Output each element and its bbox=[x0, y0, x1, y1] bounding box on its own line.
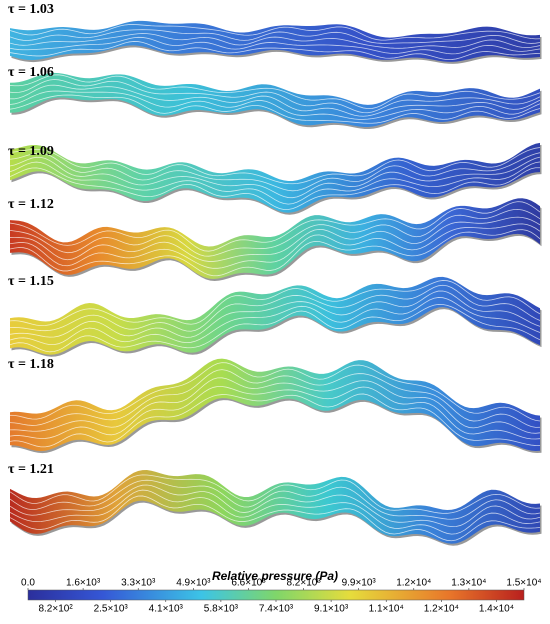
streamline bbox=[9, 223, 541, 269]
colorbar-top-label: 1.5×10⁴ bbox=[506, 578, 541, 589]
colorbar bbox=[27, 589, 525, 601]
streamline bbox=[9, 208, 541, 257]
channel bbox=[10, 72, 540, 128]
colorbar-bottom-label: 7.4×10³ bbox=[259, 604, 294, 615]
streamline bbox=[9, 284, 541, 332]
channel bbox=[10, 276, 540, 355]
streamline bbox=[9, 495, 541, 542]
streamline bbox=[9, 147, 541, 185]
channel bbox=[10, 470, 540, 544]
streamline bbox=[9, 489, 541, 535]
colorbar-title: Relative pressure (Pa) bbox=[212, 569, 338, 583]
streamline bbox=[9, 79, 541, 114]
streamline bbox=[9, 297, 541, 346]
streamline bbox=[9, 156, 541, 199]
channel bbox=[10, 142, 540, 213]
streamline bbox=[9, 41, 541, 60]
streamline bbox=[9, 484, 541, 528]
streamline bbox=[9, 479, 541, 520]
colorbar-top-label: 4.9×10³ bbox=[176, 578, 211, 589]
streamline bbox=[9, 474, 541, 514]
streamline bbox=[9, 393, 541, 448]
colorbar-top-label: 6.6×10³ bbox=[231, 578, 266, 589]
channel bbox=[10, 358, 540, 452]
streamline bbox=[9, 229, 541, 277]
colorbar-bottom-label: 1.1×10⁴ bbox=[369, 604, 404, 615]
colorbar-top-label: 0.0 bbox=[21, 578, 35, 589]
streamline bbox=[9, 33, 541, 49]
streamline bbox=[9, 280, 541, 327]
tortuosity-label: τ = 1.03 bbox=[8, 2, 54, 17]
streamline bbox=[9, 29, 541, 44]
colorbar-top-label: 3.3×10³ bbox=[121, 578, 156, 589]
tortuosity-label: τ = 1.18 bbox=[8, 357, 54, 372]
streamline bbox=[9, 362, 541, 422]
colorbar-bottom-label: 1.4×10⁴ bbox=[479, 604, 514, 615]
colorbar-top-label: 1.3×10⁴ bbox=[451, 578, 486, 589]
channel bbox=[10, 20, 540, 62]
streamline bbox=[9, 290, 541, 338]
colorbar-bottom-label: 2.5×10³ bbox=[94, 604, 129, 615]
streamline bbox=[9, 201, 541, 252]
colorbar-bottom-label: 5.8×10³ bbox=[204, 604, 239, 615]
tortuosity-label: τ = 1.12 bbox=[8, 197, 54, 212]
streamline bbox=[9, 167, 541, 210]
colorbar-bottom-label: 1.2×10⁴ bbox=[424, 604, 459, 615]
streamline bbox=[9, 161, 541, 205]
streamline bbox=[9, 303, 541, 353]
streamline bbox=[9, 369, 541, 428]
tortuosity-label: τ = 1.15 bbox=[8, 274, 54, 289]
streamline bbox=[9, 94, 541, 124]
channel bbox=[10, 198, 540, 280]
tortuosity-label: τ = 1.06 bbox=[8, 65, 54, 80]
streamline bbox=[9, 152, 541, 192]
colorbar-bottom-label: 4.1×10³ bbox=[149, 604, 184, 615]
colorbar-top-label: 8.2×10³ bbox=[286, 578, 321, 589]
colorbar-bottom-label: 8.2×10² bbox=[38, 604, 73, 615]
colorbar-top-label: 1.6×10³ bbox=[66, 578, 101, 589]
streamline bbox=[9, 216, 541, 262]
streamline bbox=[9, 90, 541, 120]
streamline bbox=[9, 74, 541, 110]
colorbar-bottom-label: 9.1×10³ bbox=[314, 604, 349, 615]
streamline bbox=[9, 36, 541, 55]
tortuosity-label: τ = 1.21 bbox=[8, 462, 54, 477]
streamline bbox=[9, 24, 541, 41]
streamline bbox=[9, 84, 541, 117]
colorbar-top-label: 1.2×10⁴ bbox=[396, 578, 431, 589]
streamline bbox=[9, 377, 541, 434]
colorbar-top-label: 9.9×10³ bbox=[342, 578, 377, 589]
tortuosity-label: τ = 1.09 bbox=[8, 144, 54, 159]
streamline bbox=[9, 386, 541, 440]
